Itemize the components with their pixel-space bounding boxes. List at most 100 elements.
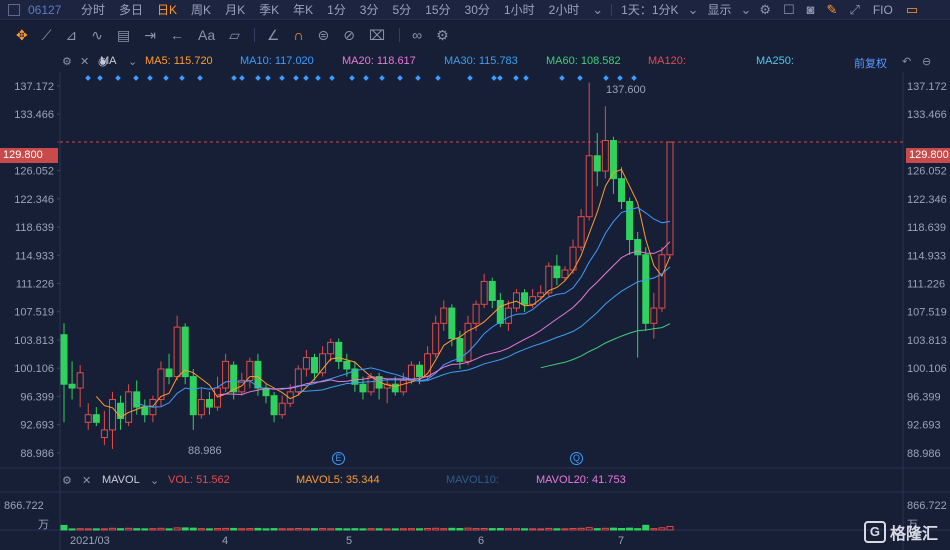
volume-bar bbox=[205, 528, 213, 531]
ma250-value: MA250: bbox=[756, 55, 794, 67]
volume-bar bbox=[618, 528, 626, 531]
vol-value: VOL: 51.562 bbox=[168, 474, 230, 486]
y-tick-label-left: 100.106 bbox=[14, 363, 54, 375]
tab-intraday[interactable]: 分时 bbox=[81, 3, 106, 17]
settings-icon[interactable]: ⚙ bbox=[436, 26, 449, 43]
brand-name: 格隆汇 bbox=[889, 526, 938, 543]
tab-3min[interactable]: 3分 bbox=[359, 3, 379, 17]
chevron-down-icon[interactable]: ⌄ bbox=[128, 56, 138, 68]
y-tick-label-right: 96.399 bbox=[907, 391, 941, 403]
comment-tool-icon[interactable]: ▱ bbox=[229, 26, 240, 43]
y-tick-label-left: 133.466 bbox=[14, 109, 54, 121]
volume-bar bbox=[407, 528, 415, 531]
volume-bar bbox=[133, 528, 141, 531]
event-diamond bbox=[513, 75, 519, 81]
tab-multiday[interactable]: 多日 bbox=[119, 3, 144, 17]
chevron-down-icon[interactable]: ⌄ bbox=[592, 1, 604, 17]
text-tool-icon[interactable]: Aa bbox=[197, 27, 216, 43]
lock-icon[interactable]: ⊜ bbox=[317, 26, 330, 43]
measure-tool-icon[interactable]: ⇥ bbox=[144, 26, 156, 43]
pencil-icon[interactable]: ✎ bbox=[826, 1, 838, 17]
y-tick-label-left: 107.519 bbox=[14, 307, 54, 319]
event-diamond bbox=[415, 75, 421, 81]
magnet-icon[interactable]: ∩ bbox=[293, 27, 304, 43]
volume-bar bbox=[504, 528, 512, 531]
channel-tool-icon[interactable]: ⊿ bbox=[65, 26, 78, 43]
candle-body bbox=[222, 360, 230, 389]
candle-body bbox=[618, 178, 626, 202]
tab-daily-k[interactable]: 日K bbox=[157, 3, 178, 17]
volume-bar bbox=[577, 527, 585, 531]
candle-body bbox=[189, 376, 197, 416]
volume-bar bbox=[125, 527, 133, 531]
gear-icon[interactable]: ⚙ bbox=[759, 1, 772, 17]
expand-icon[interactable]: ⤢ bbox=[849, 1, 860, 17]
tab-1min[interactable]: 1分 bbox=[327, 3, 346, 17]
minus-icon[interactable]: ⊖ bbox=[922, 56, 932, 68]
tab-yearly-k[interactable]: 年K bbox=[293, 3, 314, 17]
close-icon[interactable]: ✕ bbox=[82, 475, 92, 487]
ma-line-ma5 bbox=[95, 168, 671, 418]
tab-1hour[interactable]: 1小时 bbox=[503, 3, 535, 17]
candle-body bbox=[448, 307, 456, 340]
ma-legend: ⚙ ✕ ◉ MA ⌄ MA5: 115.720 MA10: 117.020 MA… bbox=[0, 53, 950, 71]
event-diamond bbox=[379, 75, 385, 81]
gear-icon[interactable]: ⚙ bbox=[62, 56, 72, 68]
line-tool-icon[interactable]: ⟋ bbox=[41, 26, 52, 43]
link-icon[interactable]: ∞ bbox=[412, 27, 423, 43]
candle-body bbox=[601, 140, 609, 172]
candle-body bbox=[464, 322, 472, 362]
display-menu[interactable]: 显示 bbox=[707, 3, 732, 17]
candle-body bbox=[391, 383, 399, 393]
candle-body bbox=[642, 254, 650, 324]
hide-icon[interactable]: ⊘ bbox=[343, 26, 355, 43]
tab-30min[interactable]: 30分 bbox=[464, 3, 490, 17]
x-label-mar: 2021/03 bbox=[70, 535, 110, 547]
candle-body bbox=[585, 155, 593, 218]
y-tick-label-right: 107.519 bbox=[907, 307, 947, 319]
tab-5min[interactable]: 5分 bbox=[392, 3, 412, 17]
tab-weekly-k[interactable]: 周K bbox=[191, 3, 212, 17]
wave-tool-icon[interactable]: ∿ bbox=[91, 26, 104, 43]
volume-bar bbox=[626, 527, 634, 531]
restore-mode[interactable]: 前复权 bbox=[854, 58, 887, 70]
earnings-marker[interactable]: E bbox=[332, 452, 345, 465]
volume-bar bbox=[529, 528, 537, 531]
gear-icon[interactable]: ⚙ bbox=[62, 475, 72, 487]
volume-bar bbox=[537, 528, 545, 531]
chevron-down-icon[interactable]: ⌄ bbox=[150, 475, 160, 487]
eye-icon[interactable]: ◉ bbox=[98, 56, 108, 68]
event-diamond bbox=[491, 75, 497, 81]
event-diamond bbox=[497, 75, 503, 81]
volume-bar bbox=[448, 527, 456, 531]
tab-15min[interactable]: 15分 bbox=[425, 3, 451, 17]
chevron-down-icon[interactable]: ⌄ bbox=[740, 1, 752, 17]
fib-tool-icon[interactable]: ▤ bbox=[117, 26, 131, 43]
period-select[interactable]: 1天：1分K bbox=[621, 3, 679, 17]
camera-icon[interactable]: ◙ bbox=[806, 2, 815, 17]
question-marker[interactable]: Q bbox=[570, 452, 583, 465]
select-checkbox[interactable] bbox=[8, 3, 20, 16]
ruler-icon[interactable]: ∠ bbox=[266, 26, 280, 43]
tab-2hour[interactable]: 2小时 bbox=[548, 3, 580, 17]
window-icon[interactable]: ▭ bbox=[905, 1, 919, 17]
crosshair-icon[interactable]: ✥ bbox=[16, 26, 28, 43]
tab-monthly-k[interactable]: 月K bbox=[225, 3, 246, 17]
volume-bar bbox=[585, 527, 593, 531]
fio-button[interactable]: FIO bbox=[872, 2, 893, 17]
volume-bar bbox=[642, 524, 650, 531]
chevron-down-icon[interactable]: ⌄ bbox=[687, 1, 699, 17]
ma-line-ma60 bbox=[540, 323, 671, 369]
event-diamond bbox=[265, 75, 271, 81]
close-icon[interactable]: ✕ bbox=[80, 56, 90, 68]
candle-body bbox=[634, 239, 642, 256]
y-tick-label-left: 92.693 bbox=[20, 420, 54, 432]
undo-icon[interactable]: ↶ bbox=[902, 56, 912, 68]
tab-quarterly-k[interactable]: 季K bbox=[259, 3, 280, 17]
arrow-tool-icon[interactable]: ← bbox=[169, 27, 184, 43]
trash-icon[interactable]: ⌧ bbox=[368, 26, 386, 43]
x-label-jun: 6 bbox=[478, 535, 485, 547]
square-icon[interactable]: ☐ bbox=[783, 1, 795, 17]
ma60-value: MA60: 108.582 bbox=[546, 55, 621, 67]
